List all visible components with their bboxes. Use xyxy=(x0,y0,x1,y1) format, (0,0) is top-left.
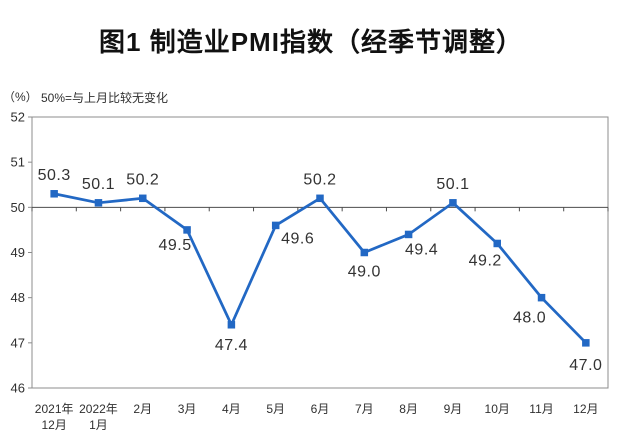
x-axis-label: 12月 xyxy=(41,418,66,432)
data-point-marker xyxy=(404,230,413,239)
x-axis-label: 4月 xyxy=(222,402,241,416)
x-axis-label: 3月 xyxy=(178,402,197,416)
data-point-marker xyxy=(271,221,280,230)
axis-note: 50%=与上月比较无变化 xyxy=(41,91,169,105)
data-point-marker xyxy=(183,226,191,234)
y-axis-label: 48 xyxy=(11,290,25,305)
x-axis-label: 9月 xyxy=(444,402,463,416)
y-axis-label: 49 xyxy=(11,245,25,260)
y-axis-label: 52 xyxy=(11,110,25,125)
data-point-marker xyxy=(449,199,457,207)
data-label: 49.2 xyxy=(469,252,502,269)
data-label: 49.6 xyxy=(281,230,314,247)
x-axis-label: 8月 xyxy=(399,402,418,416)
data-point-marker xyxy=(139,194,147,203)
x-axis-label: 12月 xyxy=(573,402,598,416)
data-point-marker xyxy=(94,199,103,207)
data-label: 47.4 xyxy=(215,337,248,354)
data-label: 48.0 xyxy=(513,310,546,327)
x-axis-label: 10月 xyxy=(485,402,510,416)
data-label: 50.3 xyxy=(38,167,71,184)
data-point-marker xyxy=(493,239,501,248)
y-axis-label: 47 xyxy=(11,335,25,350)
x-axis-label: 5月 xyxy=(266,402,285,416)
plot-border xyxy=(31,116,609,389)
y-axis-label: 50 xyxy=(11,200,25,215)
data-point-marker xyxy=(50,190,58,198)
data-label: 50.2 xyxy=(126,171,159,188)
data-point-marker xyxy=(537,293,546,302)
x-axis-label: 11月 xyxy=(529,402,553,416)
x-axis-label: 2月 xyxy=(133,402,152,416)
x-axis-label: 6月 xyxy=(311,402,330,416)
data-label: 49.5 xyxy=(159,237,192,254)
data-label: 49.0 xyxy=(348,264,381,281)
data-point-marker xyxy=(227,321,236,329)
data-point-marker xyxy=(582,339,590,347)
series-line xyxy=(52,192,588,345)
chart-title: 图1 制造业PMI指数（经季节调整） xyxy=(99,27,523,57)
y-axis-unit-label: （%） xyxy=(3,90,38,104)
data-point-marker xyxy=(360,248,369,257)
data-label: 50.1 xyxy=(436,176,469,193)
data-point-marker xyxy=(316,194,324,203)
data-label: 50.2 xyxy=(303,171,336,188)
x-axis-label: 2021年 xyxy=(35,402,74,416)
y-axis-label: 46 xyxy=(11,381,25,396)
x-axis-label: 7月 xyxy=(355,402,374,416)
data-label: 50.1 xyxy=(82,176,115,193)
x-axis-label: 2022年 xyxy=(79,402,118,416)
data-label: 47.0 xyxy=(569,357,602,374)
data-label: 49.4 xyxy=(405,241,438,258)
x-axis-label: 1月 xyxy=(89,418,108,432)
y-axis-label: 51 xyxy=(11,155,25,170)
